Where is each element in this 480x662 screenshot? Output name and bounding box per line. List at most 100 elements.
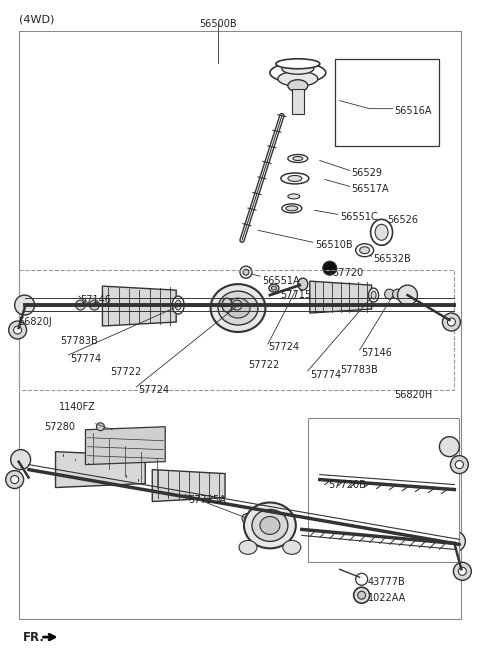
- Ellipse shape: [271, 286, 276, 290]
- Polygon shape: [85, 427, 165, 465]
- Polygon shape: [56, 451, 145, 487]
- Ellipse shape: [260, 516, 280, 534]
- Text: 57774: 57774: [71, 354, 102, 364]
- Circle shape: [11, 475, 19, 483]
- Text: 57146: 57146: [361, 348, 393, 358]
- Ellipse shape: [270, 63, 326, 83]
- Ellipse shape: [360, 247, 370, 254]
- Text: 57715: 57715: [280, 290, 311, 300]
- Ellipse shape: [172, 296, 184, 314]
- Ellipse shape: [281, 173, 309, 184]
- Ellipse shape: [282, 64, 314, 74]
- Ellipse shape: [371, 291, 376, 299]
- Circle shape: [393, 289, 403, 299]
- Circle shape: [384, 289, 395, 299]
- Circle shape: [358, 591, 366, 599]
- Ellipse shape: [175, 300, 181, 310]
- Circle shape: [454, 562, 471, 581]
- Circle shape: [456, 461, 463, 469]
- Text: 56510B: 56510B: [315, 240, 352, 250]
- Circle shape: [356, 573, 368, 585]
- Ellipse shape: [298, 278, 308, 290]
- Text: 1022AA: 1022AA: [368, 593, 406, 603]
- Circle shape: [397, 285, 418, 305]
- Text: 57783B: 57783B: [60, 336, 98, 346]
- Text: 57774: 57774: [310, 370, 341, 380]
- Ellipse shape: [218, 291, 258, 325]
- Text: 57783B: 57783B: [340, 365, 377, 375]
- Bar: [19, 270, 455, 390]
- Ellipse shape: [293, 156, 303, 160]
- Ellipse shape: [288, 194, 300, 199]
- Bar: [292, 89, 304, 114]
- Text: 57724: 57724: [268, 342, 299, 352]
- Text: 57722: 57722: [110, 367, 142, 377]
- Polygon shape: [152, 469, 225, 502]
- Bar: [19, 31, 461, 619]
- Ellipse shape: [369, 288, 379, 302]
- Circle shape: [450, 455, 468, 473]
- Text: 57280: 57280: [45, 422, 75, 432]
- Ellipse shape: [226, 298, 250, 318]
- Text: 57146: 57146: [81, 295, 111, 305]
- Text: 56551A: 56551A: [262, 276, 300, 286]
- Text: 57724: 57724: [138, 385, 169, 395]
- Circle shape: [443, 313, 460, 331]
- Ellipse shape: [278, 71, 318, 86]
- Ellipse shape: [276, 59, 320, 69]
- Text: 56516A: 56516A: [395, 106, 432, 116]
- Circle shape: [11, 449, 31, 469]
- Text: 43777B: 43777B: [368, 577, 406, 587]
- Ellipse shape: [222, 298, 232, 312]
- Circle shape: [445, 532, 465, 551]
- Ellipse shape: [288, 175, 302, 181]
- Text: 57722: 57722: [248, 360, 279, 370]
- Text: (4WD): (4WD): [19, 15, 54, 25]
- Circle shape: [240, 266, 252, 278]
- Circle shape: [447, 318, 456, 326]
- Text: 57725A: 57725A: [188, 495, 226, 504]
- Text: 1140FZ: 1140FZ: [59, 402, 95, 412]
- Circle shape: [6, 471, 24, 489]
- Text: 56551C: 56551C: [340, 213, 377, 222]
- Circle shape: [242, 514, 252, 524]
- Ellipse shape: [239, 540, 257, 554]
- Ellipse shape: [288, 154, 308, 162]
- Ellipse shape: [244, 502, 296, 548]
- Ellipse shape: [375, 224, 388, 240]
- Bar: [308, 418, 459, 562]
- Bar: [335, 59, 439, 146]
- Circle shape: [15, 295, 35, 315]
- Circle shape: [89, 300, 99, 310]
- Text: 56526: 56526: [387, 215, 419, 225]
- Ellipse shape: [288, 79, 308, 92]
- Text: FR.: FR.: [23, 631, 45, 644]
- Ellipse shape: [269, 284, 279, 292]
- Polygon shape: [310, 281, 372, 313]
- Ellipse shape: [282, 204, 302, 213]
- Text: 56500B: 56500B: [199, 19, 237, 29]
- Text: 57720: 57720: [332, 268, 363, 278]
- Polygon shape: [102, 286, 176, 326]
- Ellipse shape: [283, 540, 301, 554]
- Ellipse shape: [371, 219, 393, 245]
- Ellipse shape: [232, 300, 242, 310]
- Ellipse shape: [211, 284, 265, 332]
- Ellipse shape: [356, 244, 373, 257]
- Text: 57720B: 57720B: [328, 479, 366, 490]
- Text: 56532B: 56532B: [373, 254, 411, 264]
- Text: 56517A: 56517A: [352, 185, 389, 195]
- Ellipse shape: [286, 206, 298, 211]
- Circle shape: [13, 326, 22, 334]
- Circle shape: [9, 321, 26, 339]
- Circle shape: [354, 587, 370, 603]
- Circle shape: [458, 567, 467, 575]
- Ellipse shape: [252, 510, 288, 542]
- Circle shape: [439, 437, 459, 457]
- Circle shape: [96, 423, 104, 431]
- Text: 56820J: 56820J: [19, 317, 52, 327]
- Text: 56820H: 56820H: [395, 390, 433, 400]
- Text: 56529: 56529: [352, 168, 383, 179]
- Circle shape: [323, 261, 336, 275]
- Circle shape: [243, 269, 249, 275]
